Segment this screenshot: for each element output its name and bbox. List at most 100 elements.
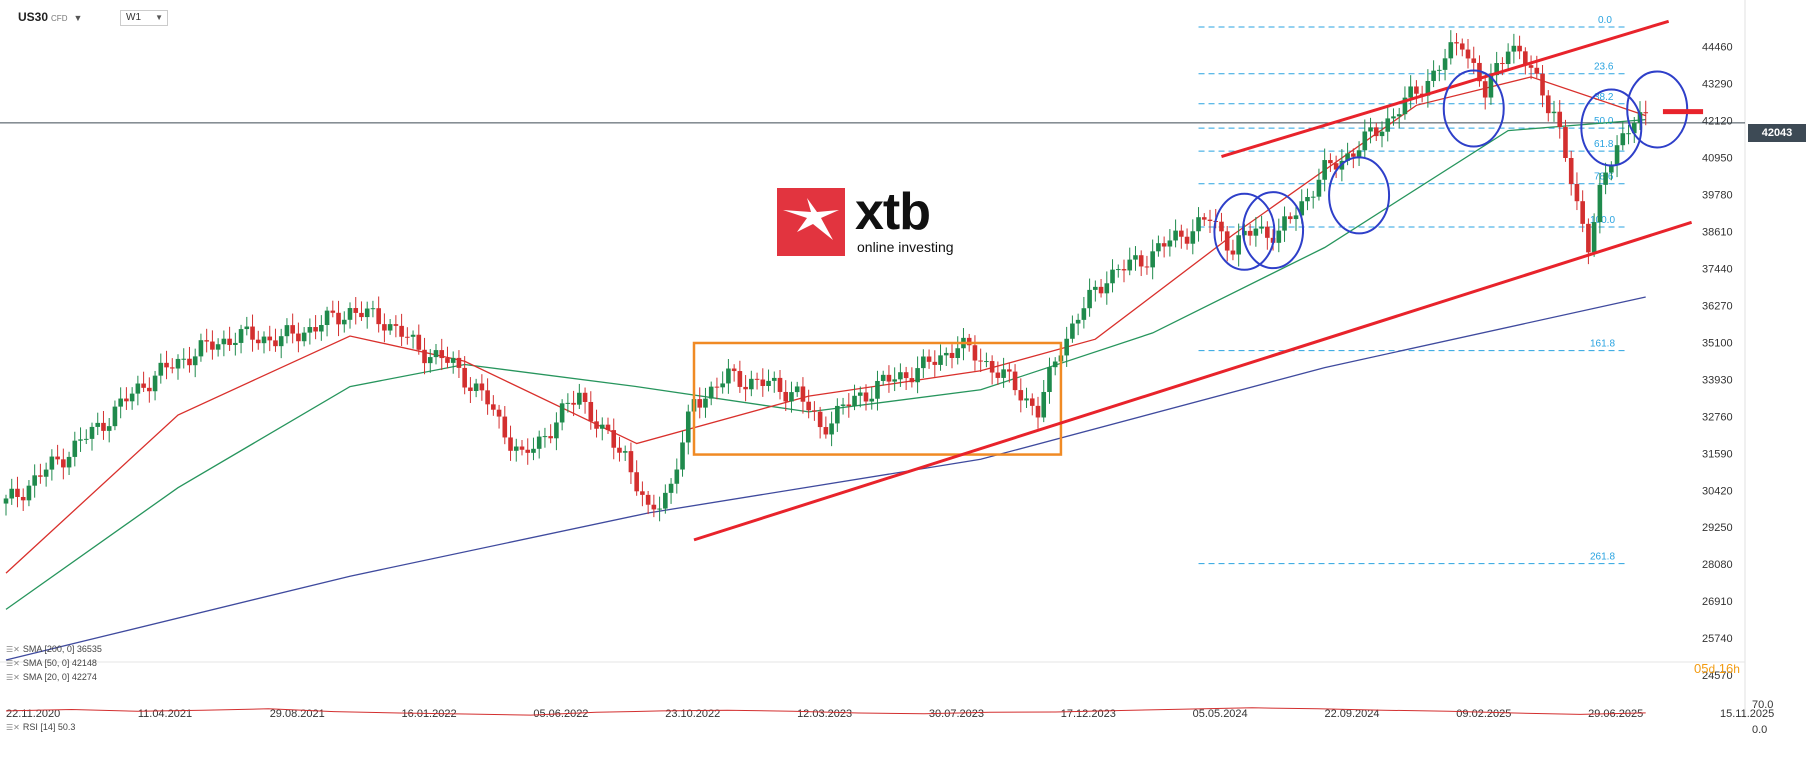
candle-body xyxy=(1500,63,1505,65)
candle-body xyxy=(405,336,410,338)
candle-body xyxy=(468,387,473,392)
candle-body xyxy=(427,357,433,364)
candle-body xyxy=(273,340,278,347)
candle-body xyxy=(1425,80,1431,96)
instrument-selector[interactable]: US30 CFD ▼ xyxy=(18,10,82,24)
candle-body xyxy=(462,367,467,388)
candle-body xyxy=(1356,150,1362,157)
legend-sma20[interactable]: ☰✕ SMA [20, 0] 42274 xyxy=(6,672,97,682)
price-tick-label: 40950 xyxy=(1702,152,1733,164)
candle-body xyxy=(668,483,674,493)
candle-body xyxy=(938,355,943,365)
fibonacci-level-label: 0.0 xyxy=(1598,15,1612,26)
candle-body xyxy=(78,439,83,441)
legend-rsi[interactable]: ☰✕ RSI [14] 50.3 xyxy=(6,722,76,732)
price-tick-label: 28080 xyxy=(1702,559,1733,571)
candle-body xyxy=(1471,58,1477,63)
candle-body xyxy=(387,324,393,331)
price-tick-label: 24570 xyxy=(1702,670,1733,682)
candle-body xyxy=(909,378,915,383)
candle-body xyxy=(846,404,852,407)
candle-body xyxy=(284,325,290,337)
candle-body xyxy=(215,344,221,350)
candle-body xyxy=(640,491,645,495)
instrument-type: CFD xyxy=(51,14,68,23)
candle-body xyxy=(20,496,26,501)
candle-body xyxy=(1631,122,1637,134)
candle-body xyxy=(479,383,485,391)
candle-body xyxy=(410,334,416,337)
legend-sma50[interactable]: ☰✕ SMA [50, 0] 42148 xyxy=(6,658,97,668)
candle-body xyxy=(1121,269,1127,271)
candle-body xyxy=(829,423,834,435)
candle-body xyxy=(112,406,118,427)
candle-body xyxy=(559,403,565,423)
date-tick-label: 17.12.2023 xyxy=(1061,708,1116,720)
candle-body xyxy=(169,367,175,369)
price-tick-label: 44460 xyxy=(1702,42,1733,54)
candle-body xyxy=(1253,228,1259,236)
candle-body xyxy=(1574,184,1580,202)
candle-body xyxy=(886,374,892,382)
candle-body xyxy=(840,404,846,406)
candle-body xyxy=(1230,250,1236,255)
candle-body xyxy=(1591,222,1597,253)
candle-body xyxy=(124,398,129,402)
candle-body xyxy=(548,436,553,439)
candle-body xyxy=(175,358,181,369)
rsi-level-label: 0.0 xyxy=(1752,724,1767,736)
candle-body xyxy=(66,456,72,468)
candle-body xyxy=(1557,111,1563,128)
candle-body xyxy=(1201,217,1207,220)
candle-body xyxy=(1276,230,1282,243)
candle-body xyxy=(15,488,20,497)
candle-body xyxy=(261,336,267,344)
candle-body xyxy=(880,374,886,381)
price-tick-label: 29250 xyxy=(1702,522,1733,534)
fibonacci-level-label: 161.8 xyxy=(1590,339,1615,350)
date-tick-label: 12.03.2023 xyxy=(797,708,852,720)
candle-body xyxy=(135,383,141,394)
candle-body xyxy=(1305,197,1310,202)
candle-body xyxy=(1161,243,1167,247)
candle-body xyxy=(1035,405,1041,418)
candle-body xyxy=(663,492,668,509)
candle-body xyxy=(233,342,238,345)
candle-body xyxy=(1179,230,1184,237)
candle-body xyxy=(147,387,152,392)
timeframe-select[interactable]: W1 ▼ xyxy=(120,10,168,26)
candle-body xyxy=(393,324,399,326)
candle-body xyxy=(1018,390,1024,401)
candle-body xyxy=(313,327,318,332)
price-tick-label: 42120 xyxy=(1702,116,1733,128)
candle-countdown: 05d 16h xyxy=(1694,661,1740,676)
candle-body xyxy=(857,392,863,396)
circled-zone xyxy=(1580,88,1643,167)
candle-body xyxy=(152,375,158,392)
candle-body xyxy=(1391,116,1396,119)
candle-body xyxy=(812,410,817,412)
candle-body xyxy=(554,422,559,439)
circled-zone xyxy=(1242,191,1305,270)
candle-body xyxy=(1362,131,1368,151)
candle-body xyxy=(221,338,227,345)
candle-body xyxy=(187,358,192,366)
candle-body xyxy=(1282,216,1287,231)
candle-body xyxy=(1643,112,1649,114)
candle-body xyxy=(26,485,32,501)
candle-body xyxy=(823,427,829,435)
legend-sma200[interactable]: ☰✕ SMA [200, 0] 36535 xyxy=(6,644,102,654)
candle-body xyxy=(238,329,244,343)
candle-body xyxy=(777,377,783,392)
candle-body xyxy=(835,405,840,424)
candle-body xyxy=(473,383,479,392)
date-tick-label: 11.04.2021 xyxy=(138,708,192,720)
candle-body xyxy=(525,449,531,453)
candle-body xyxy=(1024,398,1029,401)
candle-body xyxy=(1368,127,1373,132)
chevron-down-icon: ▼ xyxy=(155,13,163,22)
candle-body xyxy=(1001,369,1006,378)
candle-body xyxy=(1093,286,1098,290)
candle-body xyxy=(1029,398,1035,406)
